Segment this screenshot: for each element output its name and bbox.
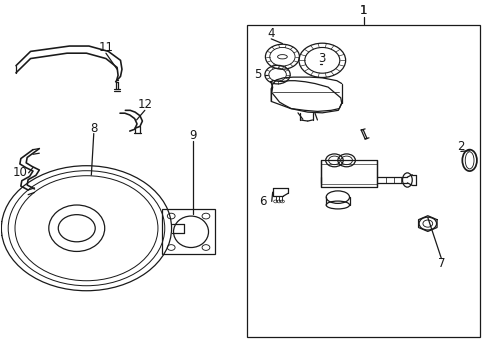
Text: 1: 1 xyxy=(359,4,366,17)
Text: 9: 9 xyxy=(189,129,197,142)
Text: 11: 11 xyxy=(98,41,113,54)
Text: 10: 10 xyxy=(12,166,27,179)
Text: 7: 7 xyxy=(437,257,444,270)
Text: 1: 1 xyxy=(359,4,366,17)
Text: 8: 8 xyxy=(90,122,97,135)
Text: 4: 4 xyxy=(267,27,274,40)
Bar xyxy=(321,160,376,187)
Text: 12: 12 xyxy=(137,99,152,112)
Text: 2: 2 xyxy=(456,140,464,153)
Text: 3: 3 xyxy=(318,52,325,65)
Bar xyxy=(246,24,479,337)
Text: 5: 5 xyxy=(254,68,261,81)
Text: 6: 6 xyxy=(259,195,266,208)
Bar xyxy=(321,164,376,184)
